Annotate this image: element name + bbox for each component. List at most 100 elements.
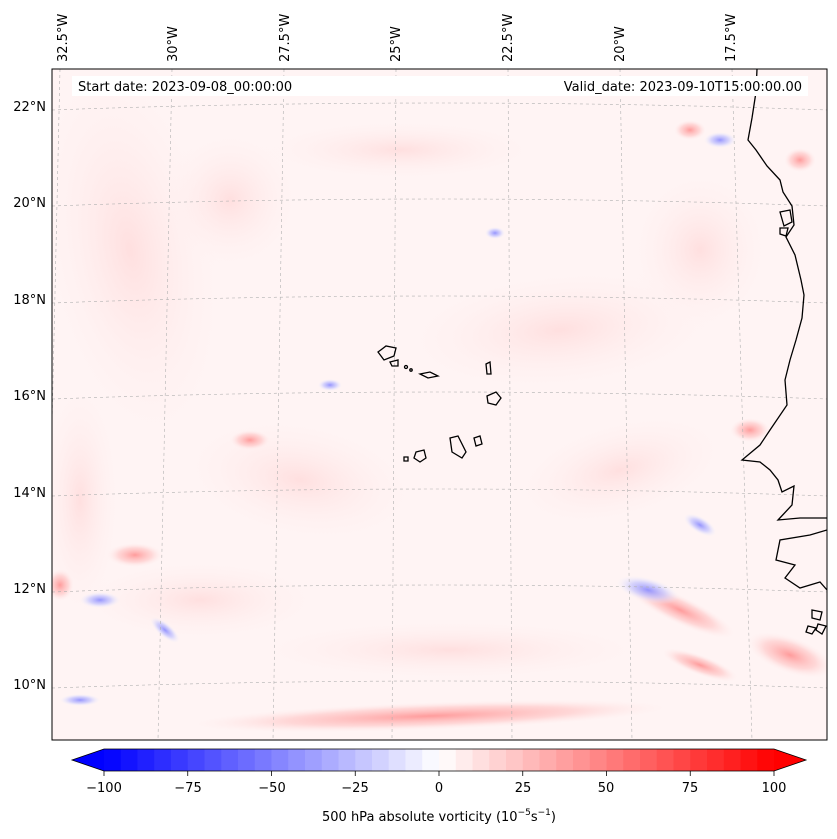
colorbar-segment [740,749,758,771]
lon-label-20w: 20°W [613,26,628,62]
cbar-tick-label: 0 [435,781,443,796]
positive-vorticity-patch [160,130,300,270]
colorbar-segment [204,749,222,771]
colorbar-segment [321,749,340,771]
colorbar-segment [757,749,775,771]
positive-vorticity-patch [730,418,770,442]
lon-label-32-5w: 32.5°W [56,14,71,62]
colorbar-label-exp1: −5 [518,808,531,818]
africa-coastline [740,69,827,521]
lon-label-25w: 25°W [389,26,404,62]
colorbar-segment [238,749,256,771]
longitude-gridline [391,69,397,740]
colorbar-segment [707,749,725,771]
lon-label-30w: 30°W [166,26,181,62]
positive-vorticity-patch [52,380,120,620]
longitude-gridline [731,69,753,740]
cbar-tick-label: −25 [341,781,368,796]
cbar-tick-label: 50 [598,781,615,796]
negative-vorticity-patch [485,227,505,239]
positive-vorticity-patch [52,569,74,601]
colorbar-segment [271,749,289,771]
positive-vorticity-patch [747,632,827,678]
island-brava [403,456,409,462]
coastline [377,69,827,635]
island-fogo [413,449,427,463]
africa-coastline-south [775,529,827,591]
colorbar-segment [104,749,122,771]
cbar-tick-label: −100 [86,781,122,796]
colorbar-segment [355,749,373,771]
lat-label-10n: 10°N [13,678,46,693]
colorbar-ticks [103,771,775,776]
vorticity-field [52,69,827,740]
cbar-tick-label: −75 [174,781,201,796]
island-sal [485,360,492,375]
negative-vorticity-patch [60,694,100,706]
positive-vorticity-patch [250,620,650,680]
colorbar: −100 −75 −50 −25 0 25 50 75 100 500 hPa … [70,748,808,825]
lon-label-27-5w: 27.5°W [278,14,293,62]
positive-vorticity-patch [512,413,728,527]
colorbar-segment [556,749,574,771]
latitude-labels: 22°N 20°N 18°N 16°N 14°N 12°N 10°N [13,100,46,693]
negative-vorticity-patch [80,592,120,608]
colorbar-segment [573,749,591,771]
lon-label-22-5w: 22.5°W [501,14,516,62]
island-santa-luzia [403,364,409,370]
colorbar-segment [506,749,524,771]
colorbar-label-mid: s [531,810,538,825]
lat-label-14n: 14°N [13,486,46,501]
colorbar-segments [104,749,775,771]
colorbar-segment [338,749,356,771]
colorbar-segment [288,749,306,771]
positive-vorticity-patch [190,699,670,733]
island-maio [473,435,483,447]
lat-label-20n: 20°N [13,196,46,211]
colorbar-segment [656,749,675,771]
cbar-tick-label: 100 [762,781,787,796]
colorbar-segment [171,749,189,771]
positive-vorticity-patch [107,543,163,567]
lat-label-16n: 16°N [13,389,46,404]
bissagos-islands [805,609,827,635]
lat-label-18n: 18°N [13,293,46,308]
colorbar-label: 500 hPa absolute vorticity (10−5s−1) [322,808,556,825]
colorbar-segment [422,749,440,771]
colorbar-label-exp2: −1 [538,808,551,818]
lon-label-17-5w: 17.5°W [724,14,739,62]
longitude-gridline [507,69,513,740]
colorbar-segment [623,749,641,771]
date-banner: Start date: 2023-09-08_00:00:00 Valid_da… [72,76,808,96]
latitude-gridline [52,680,827,689]
colorbar-segment [405,749,423,771]
negative-vorticity-patch [150,617,180,643]
positive-vorticity-patch [400,268,720,392]
negative-vorticity-patch [616,575,680,605]
colorbar-segment [455,749,474,771]
island-sao-nicolau [418,371,440,379]
cbar-tick-label: 75 [682,781,699,796]
colorbar-segment [120,749,139,771]
island-razo [409,368,413,372]
colorbar-segment [606,749,624,771]
date-banner-background [72,76,808,96]
colorbar-segment [439,749,457,771]
positive-vorticity-patch [52,69,226,448]
latitude-gridline [52,391,827,400]
negative-vorticity-patch [704,132,736,148]
colorbar-segment [187,749,206,771]
latitude-gridline [52,102,827,111]
island-sao-vicente [389,359,399,367]
island-santiago [449,435,467,459]
latitude-gridline [52,584,827,593]
positive-vorticity-patch [662,648,738,682]
colorbar-segment [372,749,390,771]
negative-vorticity-patch [683,513,717,537]
colorbar-segment [305,749,323,771]
colorbar-label-text: 500 hPa absolute vorticity (10 [322,810,518,825]
latitude-gridline [52,198,827,207]
graticule [52,69,827,740]
island-santo-antao [377,345,397,361]
